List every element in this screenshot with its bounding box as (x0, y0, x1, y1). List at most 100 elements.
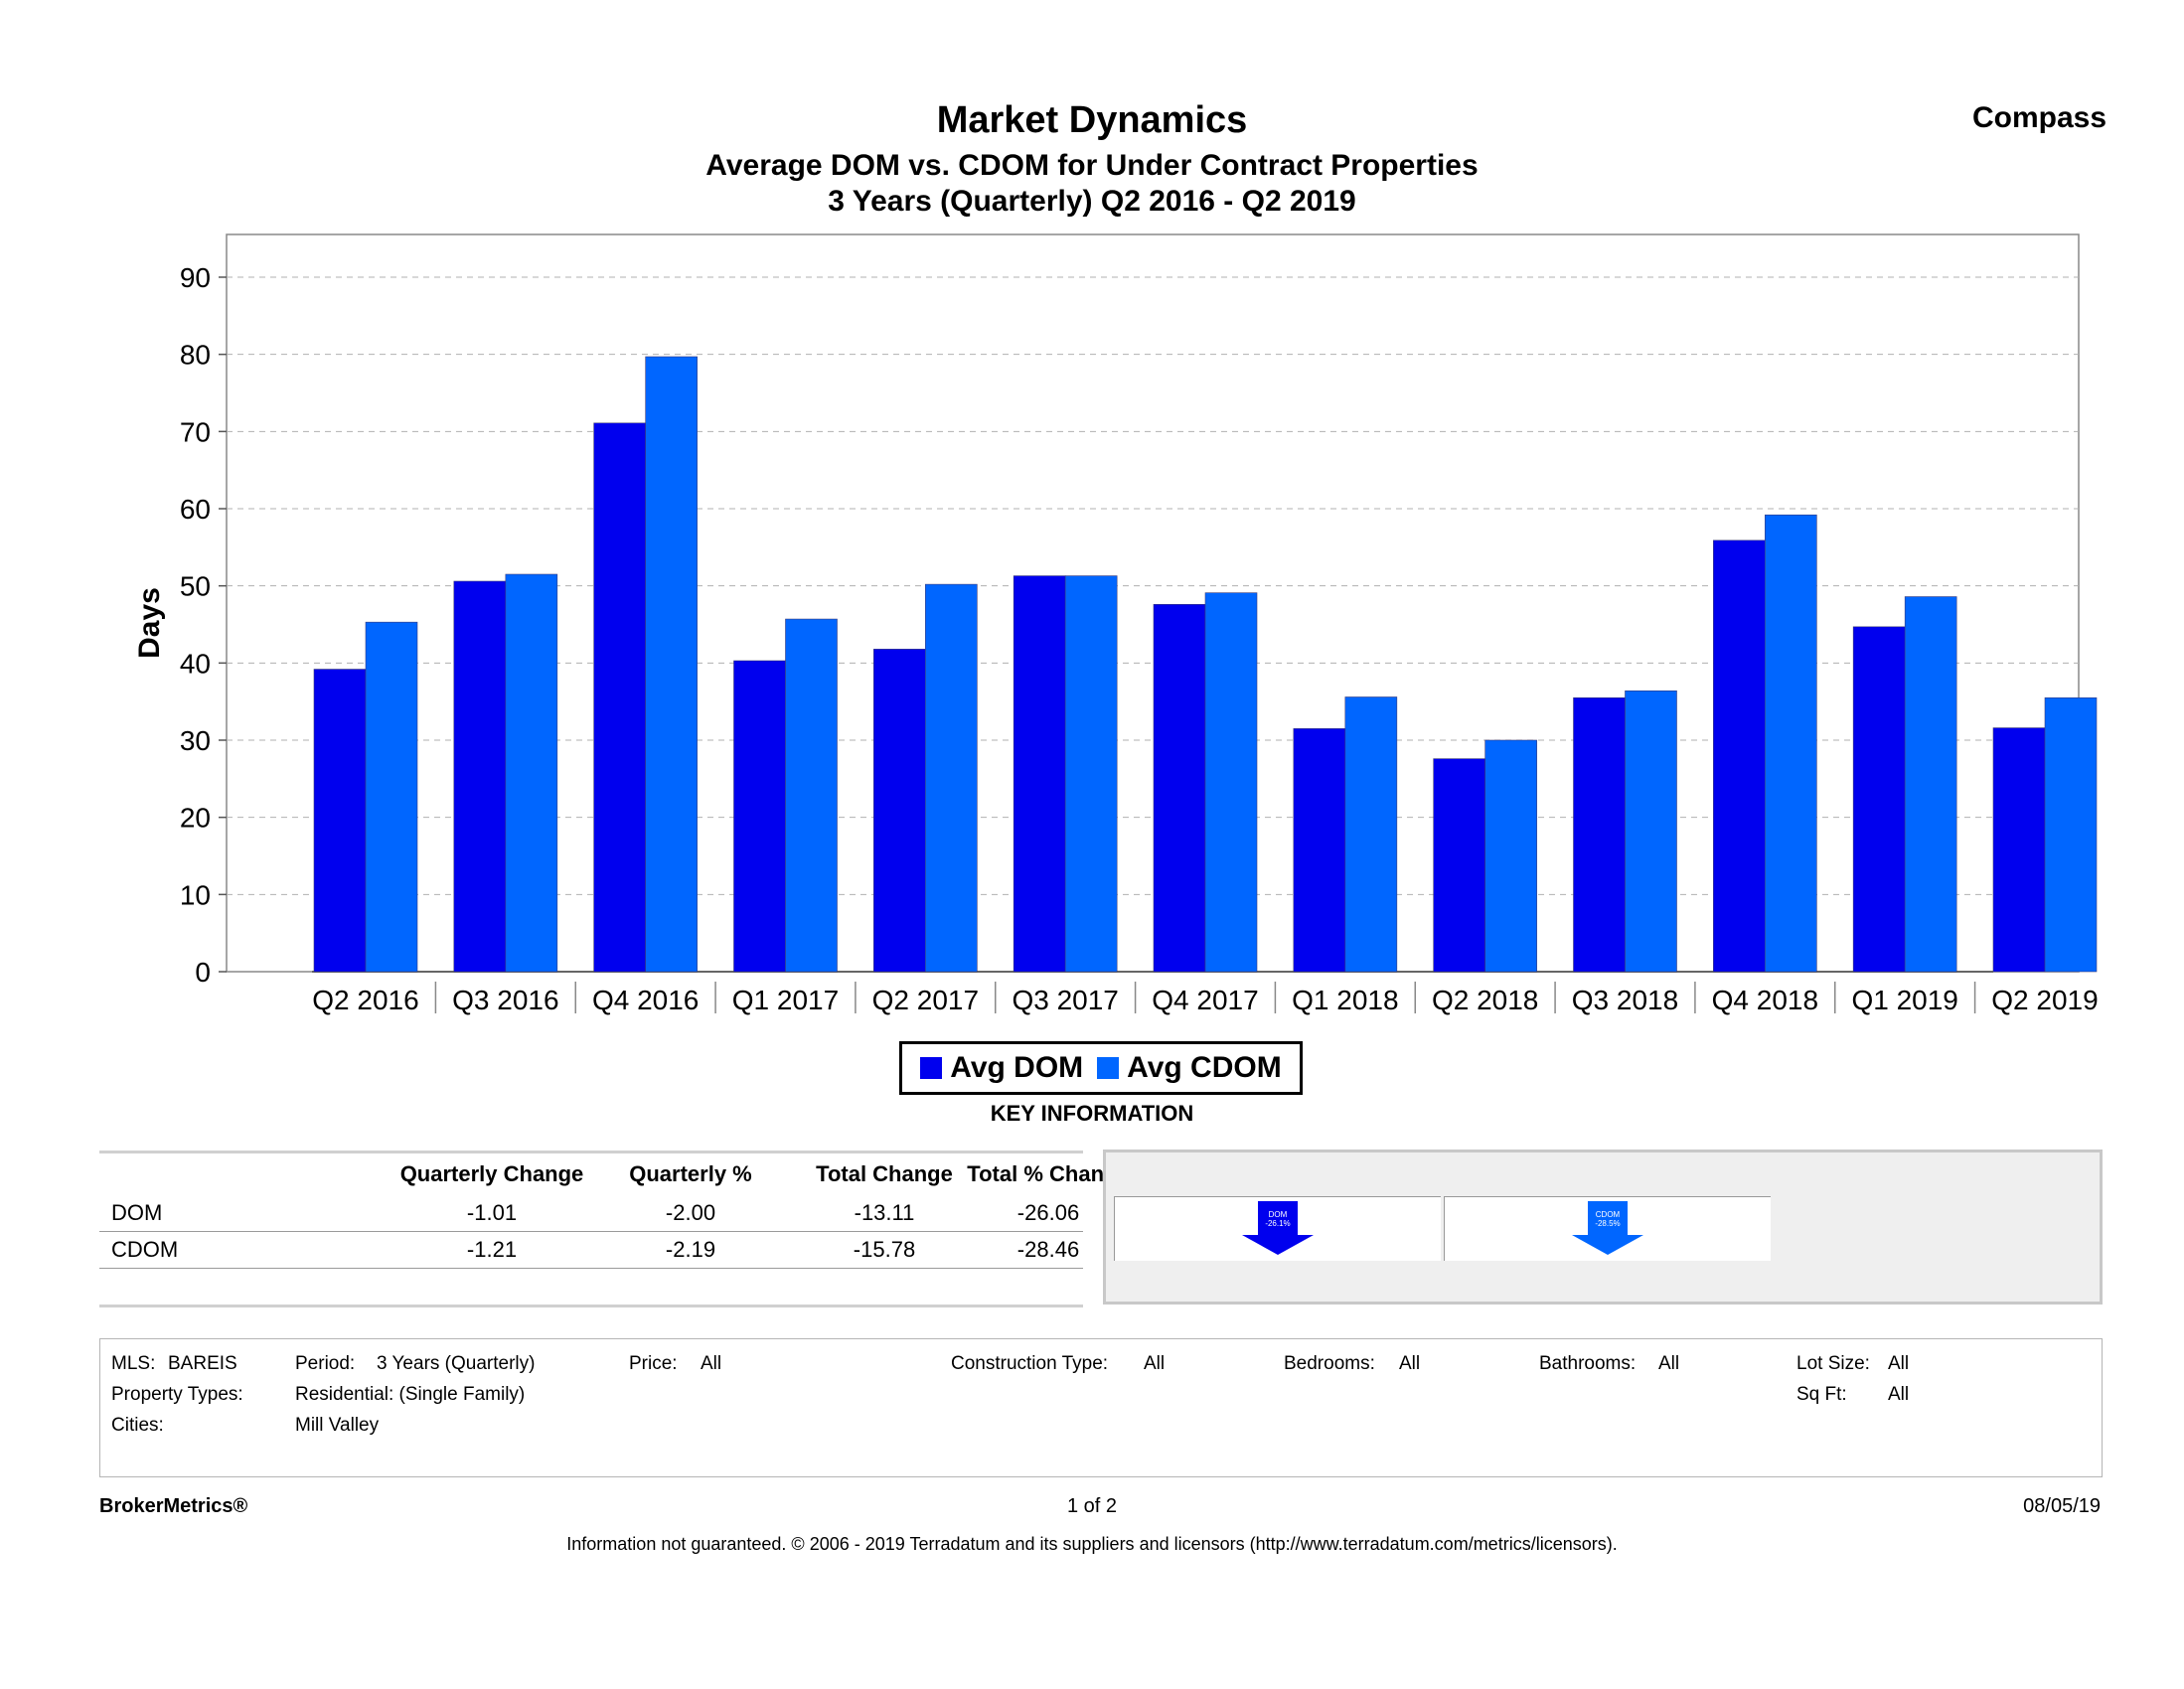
page-number: 1 of 2 (1066, 1495, 1118, 1517)
legend-item-dom: Avg DOM (920, 1051, 1083, 1085)
bar-avg-dom (313, 669, 367, 973)
bar-avg-cdom (1765, 514, 1817, 973)
filter-label: Lot Size: (1796, 1353, 1870, 1374)
report-filters: MLS: BAREIS Period: 3 Years (Quarterly) … (99, 1338, 2103, 1477)
footer-brand: BrokerMetrics® (99, 1495, 248, 1517)
x-tick-label: Q3 2016 (452, 985, 558, 1015)
disclaimer: Information not guaranteed. © 2006 - 201… (566, 1534, 1618, 1554)
filter-label: Bathrooms: (1539, 1353, 1637, 1374)
filter-value: All (701, 1353, 722, 1374)
table-cell: -2.19 (665, 1237, 716, 1262)
filter-label: MLS: (111, 1353, 156, 1374)
x-tick-label: Q4 2016 (592, 985, 699, 1015)
table-cell: -13.11 (854, 1200, 915, 1225)
bar-avg-cdom (1625, 690, 1677, 973)
bar-avg-dom (1433, 758, 1485, 973)
legend-label-dom: Avg DOM (950, 1051, 1084, 1084)
x-tick-label: Q2 2017 (872, 985, 979, 1015)
y-tick-label: 50 (180, 571, 211, 602)
filter-label: Construction Type: (951, 1353, 1109, 1374)
y-tick-label: 70 (180, 416, 211, 447)
filter-value: All (1888, 1384, 1910, 1405)
bar-avg-cdom (1344, 696, 1398, 973)
filter-value: Mill Valley (295, 1415, 380, 1436)
bar-avg-cdom (925, 583, 978, 973)
legend-label-cdom: Avg CDOM (1127, 1051, 1282, 1084)
report-date: 08/05/19 (2023, 1495, 2101, 1517)
bar-avg-dom (1713, 539, 1766, 973)
bar-avg-dom (1153, 604, 1206, 973)
chart-title: Market Dynamics (936, 99, 1248, 141)
x-tick-label: Q4 2018 (1712, 985, 1818, 1015)
bar-avg-cdom (2044, 696, 2098, 973)
column-header: Quarterly Change (399, 1161, 584, 1186)
indicator-name: DOM (1268, 1210, 1288, 1219)
table-cell: -26.06 (1016, 1200, 1080, 1225)
table-cell: -2.00 (665, 1200, 716, 1225)
y-tick-label: 20 (180, 803, 211, 834)
bar-avg-dom (1852, 626, 1906, 973)
bar-avg-dom (593, 422, 646, 973)
bar-avg-cdom (785, 618, 838, 973)
bar-avg-cdom (505, 573, 558, 973)
chart-subtitle: Average DOM vs. CDOM for Under Contract … (705, 149, 1479, 182)
bar-avg-dom (453, 580, 507, 973)
bar-chart: 0 10 20 30 40 50 60 70 80 90 Days Q2 2016 Q3 2016 Q4 … (133, 233, 2099, 1015)
filter-value: All (1888, 1353, 1910, 1374)
x-tick-label: Q1 2019 (1851, 985, 1957, 1015)
y-tick-label: 10 (180, 879, 211, 910)
indicator-name: CDOM (1595, 1210, 1621, 1219)
bar-avg-cdom (1904, 596, 1957, 973)
indicator-pct: -26.1% (1265, 1219, 1291, 1228)
chart-period: 3 Years (Quarterly) Q2 2016 - Q2 2019 (828, 185, 1356, 218)
filter-value: 3 Years (Quarterly) (377, 1353, 536, 1374)
dom-indicator: DOM -26.1% (1114, 1196, 1441, 1261)
cdom-indicator: CDOM -28.5% (1444, 1196, 1771, 1261)
legend-swatch-cdom (1097, 1057, 1120, 1079)
column-header: Total % Change (967, 1161, 1130, 1186)
y-tick-label: 30 (180, 725, 211, 756)
bar-avg-cdom (1204, 592, 1258, 973)
bar-avg-dom (873, 649, 926, 973)
filter-label: Period: (295, 1353, 356, 1374)
y-tick-label: 80 (180, 340, 211, 371)
bar-avg-dom (1573, 696, 1626, 973)
down-arrow-icon: DOM -26.1% (1242, 1201, 1314, 1255)
filter-label: Cities: (111, 1415, 164, 1436)
y-tick-label: 0 (195, 957, 211, 988)
x-tick-label: Q3 2017 (1012, 985, 1118, 1015)
filter-value: BAREIS (168, 1353, 237, 1374)
table-row: CDOM -1.21 -2.19 -15.78 -28.46 (99, 1232, 1083, 1269)
x-tick-label: Q4 2017 (1152, 985, 1258, 1015)
table-cell: -1.21 (466, 1237, 518, 1262)
filter-label: Sq Ft: (1796, 1384, 1847, 1405)
bar-avg-cdom (645, 356, 698, 973)
table-row: DOM -1.01 -2.00 -13.11 -26.06 (99, 1195, 1083, 1232)
legend-item-cdom: Avg CDOM (1097, 1051, 1282, 1085)
table-cell: -28.46 (1016, 1237, 1080, 1262)
brand-name: Compass (1971, 101, 2106, 134)
x-tick-label: Q1 2018 (1292, 985, 1398, 1015)
filter-value: Residential: (Single Family) (295, 1384, 526, 1405)
down-arrow-icon: CDOM -28.5% (1572, 1201, 1643, 1255)
chart-legend: Avg DOM Avg CDOM (899, 1041, 1303, 1095)
column-header: Total Change (816, 1161, 953, 1186)
column-header: Quarterly % (629, 1161, 752, 1186)
bar-avg-dom (1992, 727, 2046, 973)
filter-value: All (1399, 1353, 1421, 1374)
stats-header-row: Quarterly Change Quarterly % Total Chang… (99, 1151, 1130, 1195)
bar-avg-cdom (365, 621, 418, 973)
key-information-heading: KEY INFORMATION (990, 1101, 1194, 1126)
bar-avg-dom (1293, 728, 1346, 973)
table-spacer-row (99, 1269, 1083, 1307)
bar-avg-cdom (1484, 739, 1537, 973)
table-cell: -1.01 (466, 1200, 518, 1225)
x-tick-label: Q2 2019 (1991, 985, 2098, 1015)
row-label: CDOM (111, 1237, 179, 1262)
table-cell: -15.78 (853, 1237, 916, 1262)
filter-value: All (1144, 1353, 1166, 1374)
filter-label: Price: (629, 1353, 678, 1374)
y-tick-label: 40 (180, 648, 211, 679)
x-tick-label: Q3 2018 (1572, 985, 1678, 1015)
bar-avg-dom (733, 660, 786, 973)
